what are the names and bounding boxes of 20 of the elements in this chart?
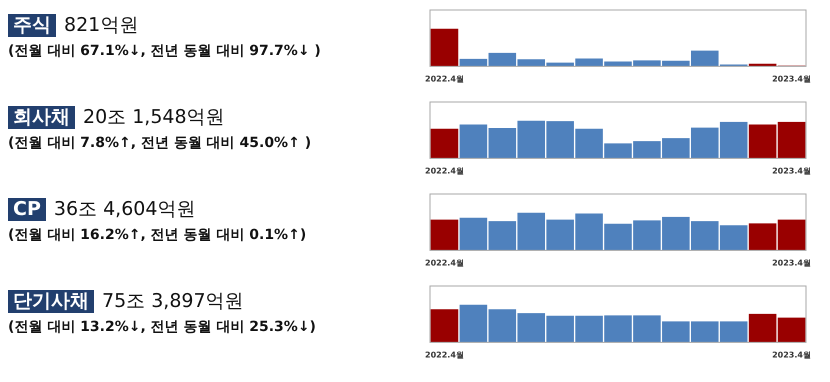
x-tick-label: 2022.4월 — [425, 350, 464, 360]
text: (전월 대비 16.2%↑, 전년 동월 대비 0.1%↑) — [8, 226, 308, 244]
x-tick-label: 2022.4월 — [425, 166, 464, 176]
x-tick-label: 2023.4월 — [772, 74, 811, 84]
x-tick-label: 2023.4월 — [772, 166, 811, 176]
x-tick-label: 2022.4월 — [425, 74, 464, 84]
text: CP — [8, 198, 46, 220]
text: 36조 4,604억원 — [54, 197, 196, 222]
text: 주식 — [8, 14, 56, 36]
text: 821억원 — [64, 13, 138, 38]
text: 단기사채 — [8, 290, 94, 312]
text: (전월 대비 7.8%↑, 전년 동월 대비 45.0%↑ ) — [8, 134, 312, 152]
x-tick-label: 2023.4월 — [772, 350, 811, 360]
x-tick-label: 2022.4월 — [425, 258, 464, 268]
text: (전월 대비 67.1%↓, 전년 동월 대비 97.7%↓ ) — [8, 42, 322, 60]
text: (전월 대비 13.2%↓, 전년 동월 대비 25.3%↓) — [8, 318, 317, 336]
text: 회사채 — [8, 106, 75, 128]
x-tick-label: 2023.4월 — [772, 258, 811, 268]
text: 20조 1,548억원 — [83, 105, 225, 130]
text: 75조 3,897억원 — [102, 289, 244, 314]
